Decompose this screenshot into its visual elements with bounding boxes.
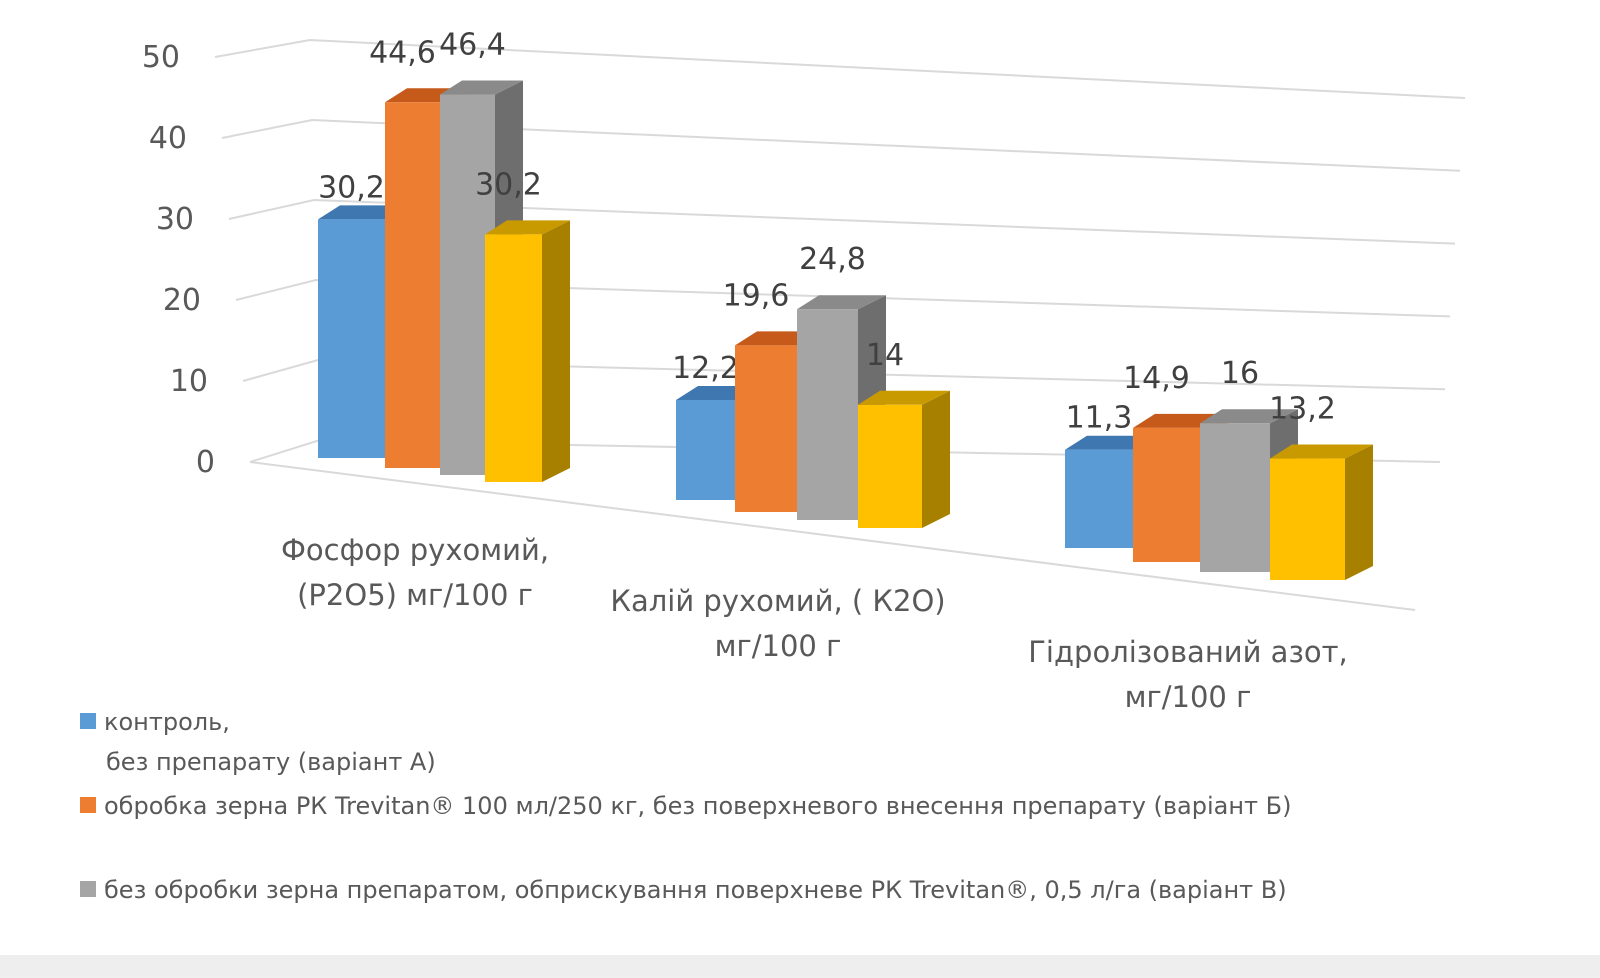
bar [797,309,858,520]
bar-top [1270,444,1373,459]
data-label: 30,2 [475,167,542,202]
legend-label: обробка зерна РК Trevitan® 100 мл/250 кг… [104,792,1292,820]
bar [735,345,797,512]
data-label: 11,3 [1066,401,1133,436]
legend-swatch [80,797,96,813]
legend-label: контроль, [104,708,230,736]
category-label: (Р2О5) мг/100 г [297,578,533,612]
legend-swatch [80,713,96,729]
y-tick-label: 30 [156,202,194,237]
y-tick-label: 50 [142,40,180,75]
bar [1133,427,1200,562]
data-label: 14,9 [1123,361,1190,396]
data-label: 16 [1221,356,1259,391]
data-label: 44,6 [369,35,436,70]
category-label: Гідролізований азот, [1028,635,1347,669]
y-tick-label: 20 [163,283,201,318]
bar [1200,423,1270,572]
data-label: 19,6 [723,278,790,313]
bar [485,234,542,482]
bar-top [797,295,886,310]
bar [858,404,922,528]
bar-top [858,390,950,405]
category-label: мг/100 г [1125,680,1252,714]
gridline [228,198,1456,245]
bar [385,102,440,468]
data-label: 24,8 [799,242,866,277]
legend-label: без обробки зерна препаратом, обприскува… [104,876,1287,904]
category-label: мг/100 г [715,629,842,663]
bar [1270,458,1345,580]
bar-top [485,220,570,235]
data-label: 12,2 [672,351,739,386]
gridline [235,278,1451,318]
legend-swatch [80,881,96,897]
data-label: 46,4 [439,28,506,63]
category-label: Фосфор рухомий, [281,533,549,567]
bar-side [922,390,950,528]
data-label: 13,2 [1269,392,1336,427]
data-label: 14 [866,338,904,373]
data-label: 30,2 [318,170,385,205]
gridline [221,118,1461,172]
bar [1065,449,1133,548]
category-label: Калій рухомий, ( К2О) [610,584,945,618]
bar-top [1200,409,1298,424]
bar [318,219,385,458]
legend-item: без препарату (варіант А) [106,748,436,776]
legend-label: без препарату (варіант А) [106,748,436,776]
y-tick-label: 0 [196,445,215,480]
bottom-strip [0,955,1600,978]
legend-item: обробка зерна РК Trevitan® 100 мл/250 кг… [80,792,1292,820]
bar [676,399,735,500]
y-tick-label: 40 [149,121,187,156]
bar-top [440,80,523,95]
bar-side [542,220,570,483]
bar-side [1345,444,1373,580]
legend-item: контроль, [80,708,230,736]
floor-edge [249,461,1416,611]
legend-item: без обробки зерна препаратом, обприскува… [80,876,1287,904]
y-tick-label: 10 [170,364,208,399]
gridline [214,38,1466,99]
